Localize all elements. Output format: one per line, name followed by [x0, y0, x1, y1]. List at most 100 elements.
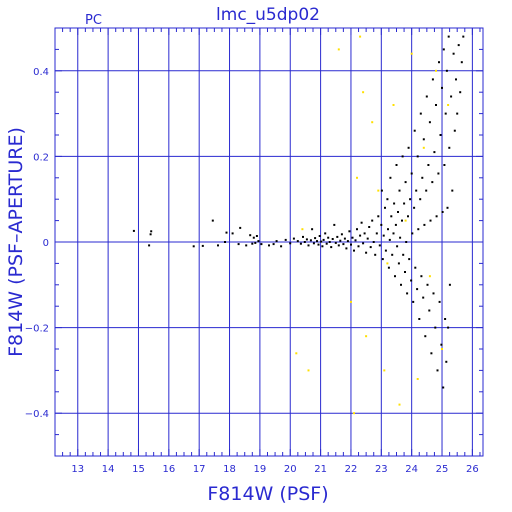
data-point: [421, 176, 424, 179]
data-point: [322, 238, 325, 241]
data-point: [362, 91, 365, 94]
data-point: [330, 246, 333, 249]
data-point: [272, 243, 275, 246]
data-point: [217, 244, 219, 247]
data-point: [359, 234, 362, 237]
data-point: [419, 112, 422, 115]
data-point: [397, 262, 400, 265]
data-point: [375, 232, 378, 235]
x-tick-label: 16: [162, 464, 175, 475]
data-point: [445, 69, 448, 72]
data-point: [459, 91, 462, 94]
data-point: [406, 292, 409, 295]
data-point: [450, 95, 453, 98]
data-point: [377, 189, 380, 192]
data-point: [405, 241, 408, 243]
data-point: [453, 129, 456, 132]
data-point: [417, 228, 420, 231]
x-tick-label: 17: [193, 464, 206, 475]
y-tick-label: 0: [43, 238, 49, 249]
data-point: [447, 326, 450, 329]
x-tick-label: 20: [284, 464, 297, 475]
data-point: [410, 52, 413, 55]
data-point: [431, 78, 434, 81]
data-point: [422, 146, 425, 149]
data-point: [360, 221, 363, 224]
data-point: [422, 296, 425, 299]
data-point: [295, 352, 298, 355]
data-point: [149, 233, 152, 236]
data-point: [412, 300, 415, 303]
data-point: [316, 240, 318, 243]
data-point: [442, 48, 445, 51]
data-point: [368, 226, 371, 228]
data-point: [377, 215, 380, 218]
data-point: [419, 198, 422, 201]
data-point: [394, 275, 396, 278]
data-point: [437, 172, 440, 175]
data-point: [305, 238, 308, 241]
data-point: [342, 243, 345, 246]
data-point: [448, 146, 451, 149]
data-point: [245, 244, 248, 247]
data-point: [314, 237, 317, 240]
data-point: [455, 78, 457, 81]
data-point: [201, 244, 204, 247]
data-point: [425, 189, 428, 192]
data-point: [425, 95, 428, 98]
data-point: [251, 242, 254, 245]
data-point: [257, 240, 260, 243]
data-point: [441, 86, 443, 89]
data-point: [353, 249, 355, 252]
data-point: [318, 235, 321, 237]
data-point: [423, 223, 426, 226]
data-point: [442, 386, 445, 389]
data-point: [392, 104, 395, 106]
data-point: [369, 246, 372, 249]
data-point: [381, 258, 384, 261]
data-point: [255, 235, 258, 237]
data-point: [339, 239, 342, 242]
data-point: [356, 176, 358, 179]
data-point: [398, 403, 401, 406]
data-point: [384, 206, 386, 209]
corner-label: PC: [85, 13, 102, 28]
data-point: [299, 242, 302, 245]
data-point: [447, 104, 450, 106]
data-point: [239, 226, 242, 229]
data-point: [446, 206, 449, 209]
data-point: [345, 247, 348, 250]
data-point: [410, 279, 413, 282]
data-point: [378, 244, 381, 247]
data-point: [303, 241, 306, 243]
data-point: [331, 238, 334, 240]
data-point: [424, 335, 427, 338]
x-tick-label: 26: [466, 464, 479, 475]
data-point: [388, 238, 391, 241]
data-point: [394, 223, 397, 226]
data-point: [443, 164, 446, 166]
x-tick-label: 25: [436, 464, 449, 475]
x-tick-label: 18: [223, 464, 236, 475]
x-tick-label: 21: [314, 464, 327, 475]
data-point: [391, 253, 394, 256]
data-point: [356, 228, 358, 231]
data-point: [380, 223, 383, 226]
data-point: [359, 35, 362, 38]
data-point: [407, 215, 409, 218]
data-point: [249, 234, 252, 237]
data-point: [252, 236, 255, 239]
data-point: [415, 189, 418, 192]
x-tick-label: 19: [254, 464, 267, 475]
data-point: [301, 228, 304, 231]
data-point: [327, 236, 330, 239]
data-point: [340, 233, 343, 236]
data-point: [372, 241, 375, 243]
data-point: [456, 112, 459, 115]
data-point: [280, 245, 283, 248]
data-point: [438, 300, 441, 303]
data-point: [462, 35, 465, 38]
gridlines: [55, 28, 483, 456]
